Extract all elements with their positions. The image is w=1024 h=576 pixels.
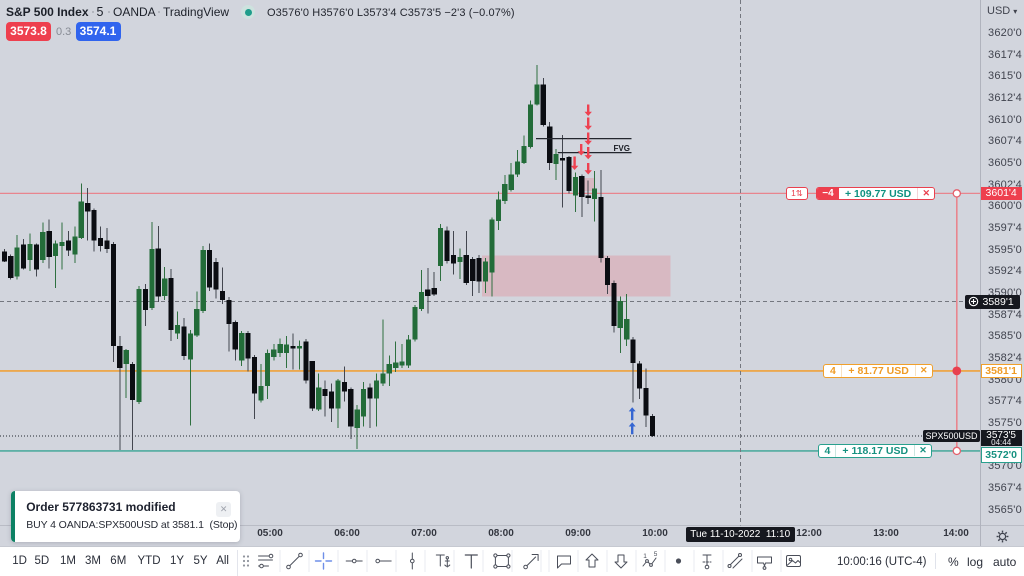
svg-text:5: 5 xyxy=(654,551,658,558)
svg-text:FVG: FVG xyxy=(614,144,630,153)
svg-text:1: 1 xyxy=(643,553,647,560)
